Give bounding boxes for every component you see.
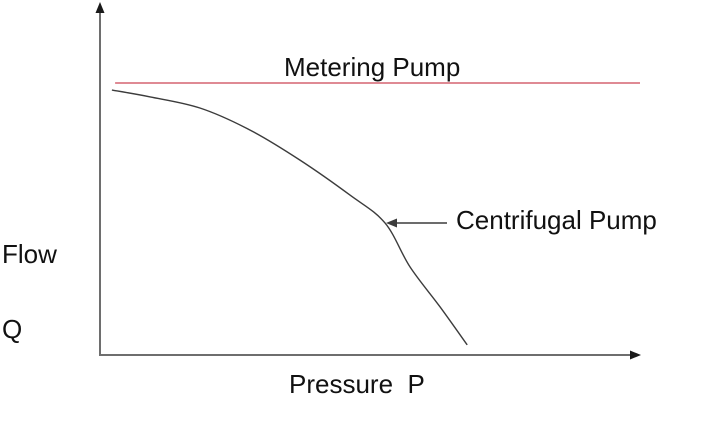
y-axis-arrowhead-icon [95, 2, 105, 13]
metering-pump-label: Metering Pump [284, 52, 461, 82]
y-axis-label: Flow Q [2, 192, 57, 392]
y-axis-label-name: Flow [2, 239, 57, 269]
centrifugal-pump-label: Centrifugal Pump [456, 205, 657, 235]
x-axis-label: Pressure P [289, 369, 425, 399]
x-axis-arrowhead-icon [630, 350, 641, 360]
centrifugal-pump-curve [111, 89, 468, 346]
y-axis-label-symbol: Q [2, 314, 23, 344]
callout-arrowhead-icon [386, 218, 397, 228]
